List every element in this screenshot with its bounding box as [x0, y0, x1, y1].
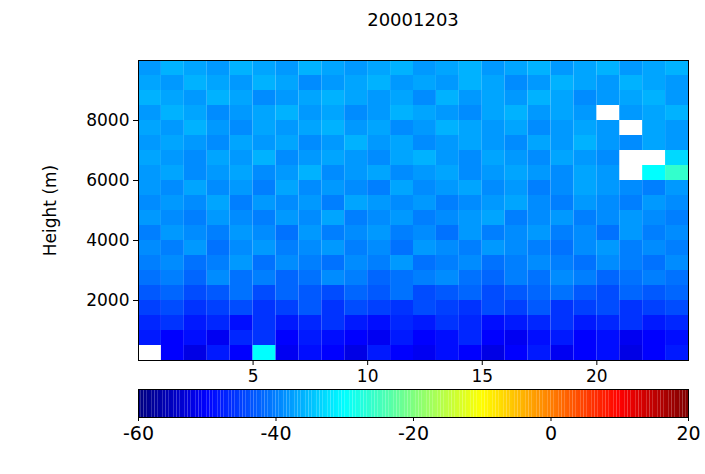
svg-text:15: 15 — [471, 366, 493, 385]
svg-text:0: 0 — [545, 422, 557, 444]
svg-text:8000: 8000 — [86, 110, 129, 130]
svg-text:5: 5 — [248, 366, 259, 385]
svg-text:Height (m): Height (m) — [40, 165, 60, 256]
svg-text:-20: -20 — [398, 422, 429, 444]
svg-text:20: 20 — [586, 366, 608, 385]
svg-text:-40: -40 — [260, 422, 291, 444]
svg-text:20: 20 — [676, 422, 700, 444]
svg-text:4000: 4000 — [86, 230, 129, 250]
svg-text:2000: 2000 — [86, 290, 129, 310]
html-text:20001203: 20001203 — [367, 9, 459, 30]
svg-text:-60: -60 — [123, 422, 154, 444]
svg-text:10: 10 — [357, 366, 379, 385]
svg-text:6000: 6000 — [86, 170, 129, 190]
